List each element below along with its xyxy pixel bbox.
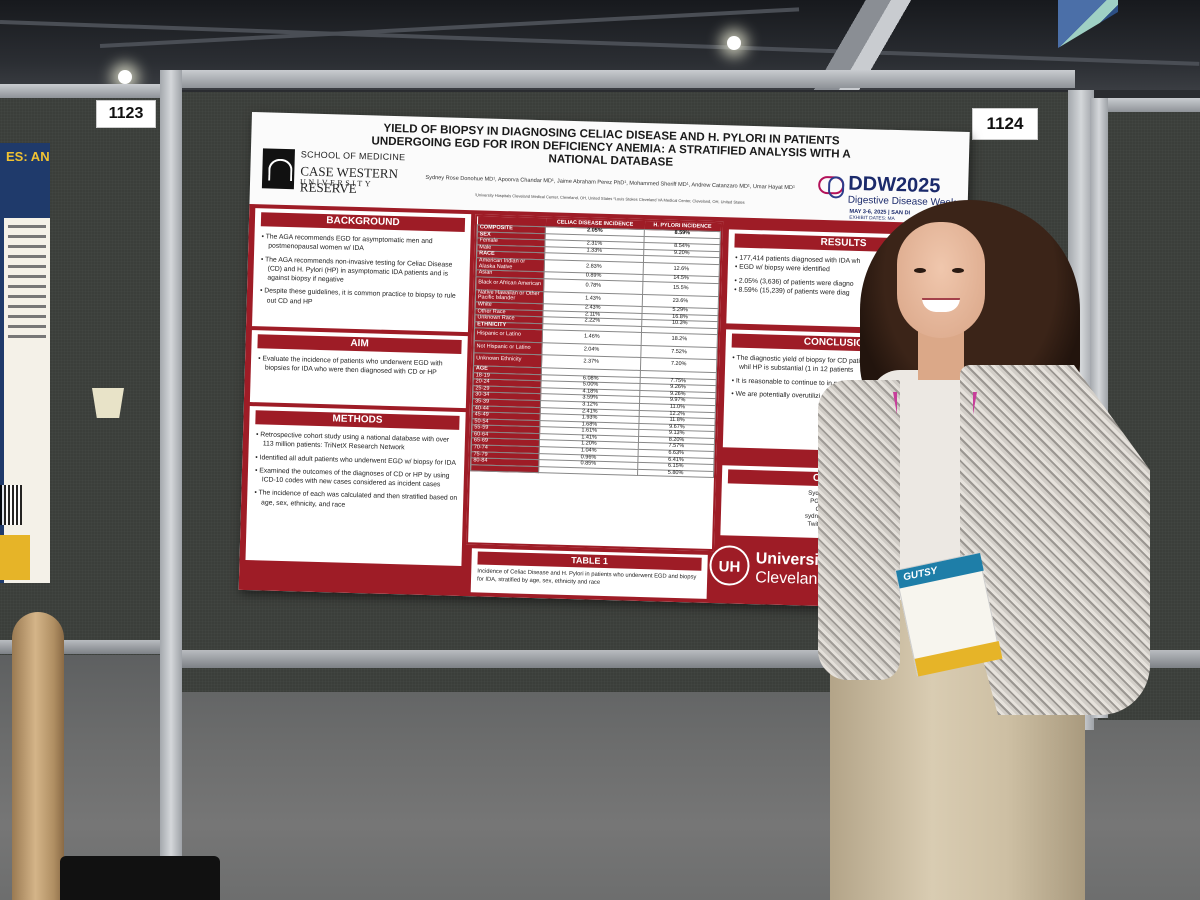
- presenter-eye: [952, 268, 964, 273]
- background-bullet: Despite these guidelines, it is common p…: [259, 287, 463, 311]
- board-frame-rail: [170, 70, 1075, 88]
- background-bullet: The AGA recommends EGD for asymptomatic …: [260, 232, 464, 256]
- poster-title: YIELD OF BIOPSY IN DIAGNOSING CELIAC DIS…: [371, 121, 851, 169]
- presenter-face: [897, 222, 985, 338]
- ceiling-light: [727, 36, 741, 50]
- background-bullet: The AGA recommends non-invasive testing …: [259, 255, 464, 289]
- background-panel: BACKGROUND The AGA recommends EGD for as…: [252, 208, 472, 333]
- methods-bullet: The incidence of each was calculated and…: [253, 489, 457, 513]
- methods-heading: METHODS: [255, 410, 460, 430]
- presenter-eye: [914, 268, 926, 273]
- cwru-logo-icon: [261, 148, 295, 190]
- qr-code: [0, 485, 22, 525]
- neighbor-poster-heading: ES: AN: [4, 143, 50, 218]
- board-frame-pole: [160, 70, 182, 870]
- table-cell: 5.80%: [637, 469, 714, 478]
- aim-panel: AIM Evaluate the incidence of patients w…: [249, 330, 468, 409]
- hospital-city: Cleveland: [754, 569, 827, 589]
- methods-bullet: Examined the outcomes of the diagnoses o…: [254, 466, 458, 490]
- bag: [60, 856, 220, 900]
- table-title-panel: TABLE 1 Incidence of Celiac Disease and …: [470, 548, 708, 599]
- neighbor-poster-footer: [0, 535, 30, 580]
- table-title: TABLE 1: [477, 551, 702, 571]
- presenter-jacket-left: [818, 380, 900, 680]
- presenter-smile: [922, 298, 960, 312]
- presenter-neck: [918, 330, 964, 380]
- methods-panel: METHODS Retrospective cohort study using…: [245, 406, 466, 567]
- background-heading: BACKGROUND: [260, 212, 466, 232]
- poster-authors: Sydney Rose Donohue MD¹, Apoorva Chandar…: [425, 174, 795, 192]
- ceiling-light: [118, 70, 132, 84]
- ddw-logo-icon: [817, 175, 845, 195]
- booth-number-right: 1124: [972, 108, 1038, 140]
- booth-number-left: 1123: [96, 100, 156, 128]
- table-row-label: [470, 464, 539, 474]
- cwru-school: SCHOOL OF MEDICINE: [300, 149, 406, 163]
- poster-affiliations: ¹University Hospitals Cleveland Medical …: [474, 192, 745, 205]
- paper-cup-holder: [92, 388, 124, 418]
- board-frame-rail: [0, 84, 170, 98]
- table-caption: Incidence of Celiac Disease and H. Pylor…: [476, 568, 697, 586]
- poster-tube: [12, 612, 64, 900]
- methods-bullet: Identified all adult patients who underw…: [254, 453, 458, 468]
- cwru-logo-block: SCHOOL OF MEDICINE CASE WESTERN RESERVE …: [258, 146, 439, 201]
- incidence-table: CELIAC DISEASE INCIDENCE H. PYLORI INCID…: [466, 214, 724, 552]
- aim-bullet: Evaluate the incidence of patients who u…: [257, 354, 461, 378]
- aim-heading: AIM: [257, 334, 462, 354]
- board-frame-rail: [1092, 98, 1200, 112]
- table-cell: [538, 466, 638, 476]
- methods-bullet: Retrospective cohort study using a natio…: [255, 430, 459, 454]
